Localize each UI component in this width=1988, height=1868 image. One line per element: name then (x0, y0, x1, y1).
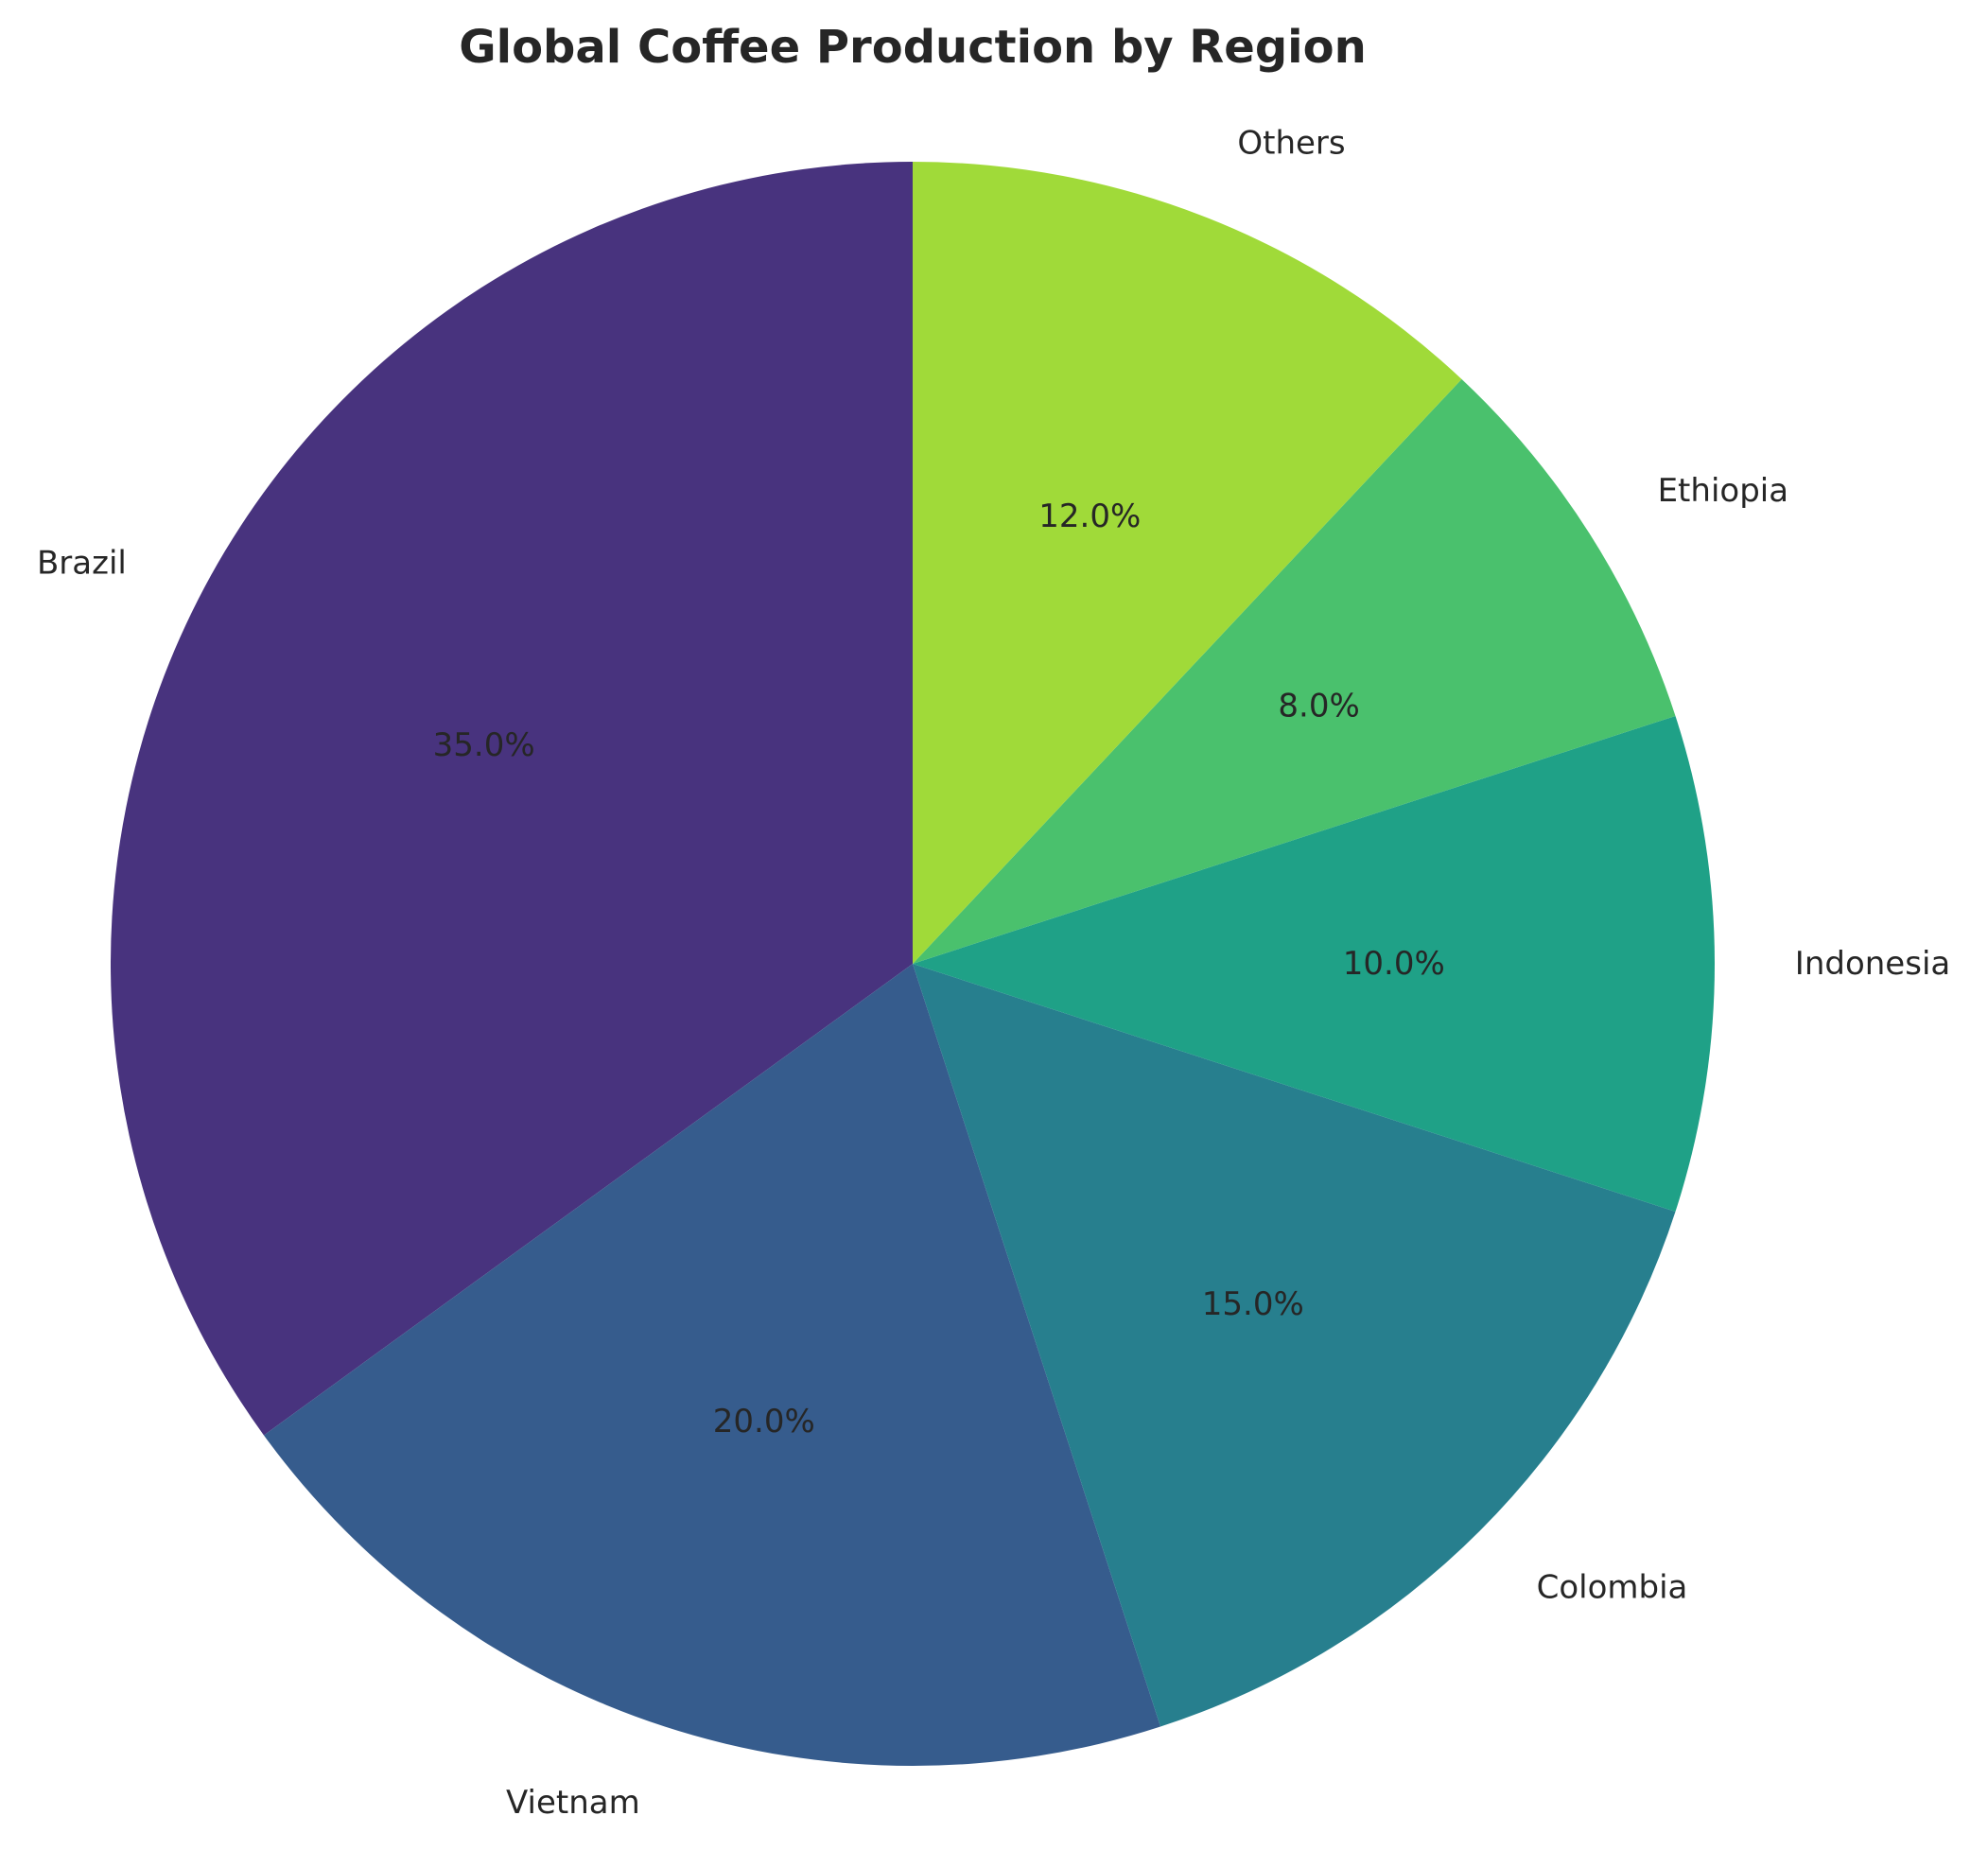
pie-slice-indonesia (913, 715, 1716, 1213)
pie-labels: Brazil 35.0% Vietnam 20.0% Colombia 15.0% Indo… (37, 125, 1950, 1822)
slice-label-colombia: Colombia (1537, 1569, 1688, 1607)
slice-label-brazil: Brazil (37, 545, 127, 583)
pie-slice-others (913, 162, 1462, 964)
pie-slice-colombia (913, 964, 1676, 1727)
pct-label-brazil: 35.0% (433, 726, 535, 764)
pie-slices (110, 162, 1716, 1767)
pct-label-colombia: 15.0% (1202, 1285, 1304, 1323)
chart-title: Global Coffee Production by Region (459, 21, 1367, 74)
pct-label-vietnam: 20.0% (713, 1403, 815, 1440)
slice-label-vietnam: Vietnam (506, 1784, 640, 1822)
pie-slice-ethiopia (913, 378, 1676, 964)
slice-label-ethiopia: Ethiopia (1658, 472, 1788, 510)
pct-label-others: 12.0% (1038, 498, 1141, 535)
pie-slice-vietnam (263, 964, 1161, 1767)
slice-label-indonesia: Indonesia (1795, 945, 1950, 983)
pie-slice-brazil (110, 162, 913, 1436)
slice-label-others: Others (1237, 125, 1345, 163)
pct-label-ethiopia: 8.0% (1278, 687, 1359, 725)
pct-label-indonesia: 10.0% (1343, 945, 1445, 983)
